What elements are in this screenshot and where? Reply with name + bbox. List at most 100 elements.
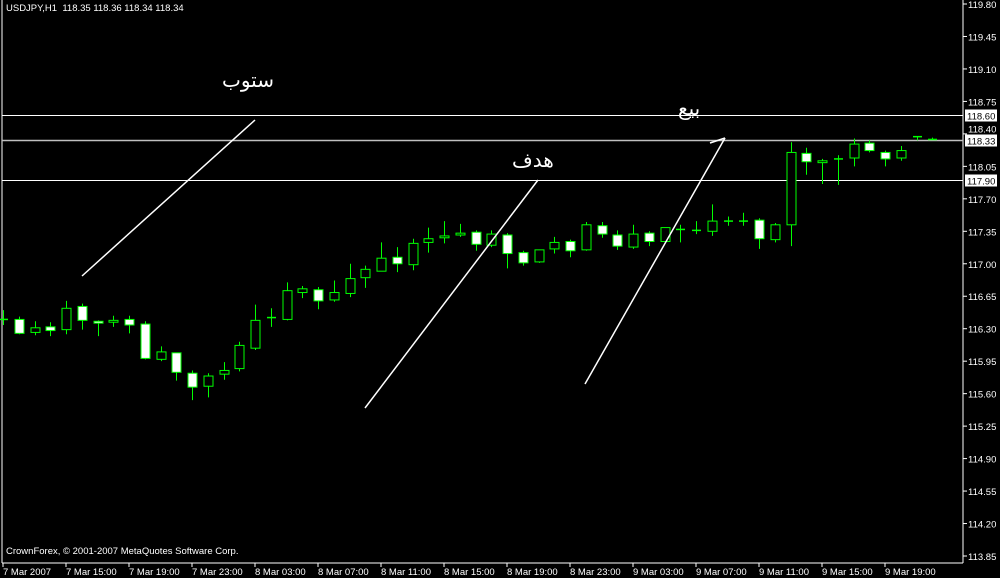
candle-bear — [124, 318, 135, 326]
candle-bear — [392, 256, 403, 265]
price-label: 118.60 — [967, 112, 995, 123]
candle-bull — [549, 241, 560, 250]
y-tick-label: 119.10 — [968, 65, 996, 76]
x-tick-label: 8 Mar 15:00 — [444, 567, 495, 578]
candle-bull — [250, 319, 261, 349]
y-tick-label: 119.80 — [968, 0, 996, 11]
candle-bull — [408, 242, 419, 266]
candle-bull — [108, 319, 119, 323]
symbol-timeframe: USDJPY,H1 — [6, 3, 58, 14]
candle-bear — [187, 372, 198, 388]
x-tick-label: 7 Mar 19:00 — [129, 567, 180, 578]
trend-line — [709, 137, 726, 144]
candle-bear — [597, 225, 608, 235]
x-tick-label: 9 Mar 07:00 — [696, 567, 747, 578]
x-tick-label: 9 Mar 11:00 — [759, 567, 809, 578]
candle-bull — [234, 344, 245, 370]
candle-bull — [61, 307, 72, 331]
candle-bear — [171, 352, 182, 373]
annotation-target: هدف — [512, 148, 554, 172]
y-tick-label: 117.35 — [968, 227, 996, 238]
candle-bear — [313, 289, 324, 302]
price-label-box — [965, 109, 997, 122]
annotation-stop: ستوب — [222, 68, 274, 92]
price-label: 117.90 — [967, 177, 995, 188]
y-tick-label: 118.75 — [968, 97, 996, 108]
candle-bear — [77, 305, 88, 321]
candle-bull — [660, 227, 671, 242]
candle-bull — [360, 268, 371, 279]
x-tick-label: 9 Mar 15:00 — [822, 567, 873, 578]
candle-bear — [644, 232, 655, 242]
candle-bull — [849, 143, 860, 159]
candle-bull — [203, 375, 214, 387]
candle-bear — [565, 240, 576, 252]
candle-bear — [93, 320, 104, 324]
candle-bull — [817, 160, 828, 164]
candle-bull — [439, 235, 450, 239]
candle-bear — [45, 326, 56, 332]
ohlc-readout: 118.35 118.36 118.34 118.34 — [62, 3, 184, 14]
candle-bear — [612, 234, 623, 247]
copyright-text: CrownForex, © 2001-2007 MetaQuotes Softw… — [6, 546, 239, 557]
y-tick-label: 118.05 — [968, 162, 996, 173]
candle-bear — [801, 152, 812, 163]
candle-bull — [329, 292, 340, 301]
trend-line — [584, 137, 726, 385]
candle-bear — [140, 323, 151, 359]
y-tick-label: 116.65 — [968, 292, 996, 303]
candle-bull — [486, 233, 497, 246]
y-tick-label: 114.55 — [968, 487, 996, 498]
candle-bear — [754, 219, 765, 240]
trend-line — [81, 119, 256, 277]
candle-bull — [581, 224, 592, 251]
y-tick-label: 115.95 — [968, 357, 996, 368]
candle-bull — [376, 257, 387, 272]
candle-bull — [770, 224, 781, 241]
chart-title: USDJPY,H1 118.35 118.36 118.34 118.34 — [6, 3, 184, 14]
x-tick-label: 8 Mar 03:00 — [255, 567, 306, 578]
x-tick-label: 7 Mar 15:00 — [66, 567, 117, 578]
candle-bull — [896, 150, 907, 159]
candle-bear — [518, 252, 529, 264]
price-label: 118.33 — [967, 137, 995, 148]
y-tick-label: 113.85 — [968, 552, 996, 563]
candle-bear — [880, 151, 891, 160]
y-tick-label: 117.70 — [968, 195, 996, 206]
y-tick-label: 115.25 — [968, 422, 996, 433]
trend-line — [364, 179, 539, 409]
x-tick-label: 9 Mar 19:00 — [885, 567, 936, 578]
y-tick-label: 114.20 — [968, 520, 996, 531]
candle-bull — [628, 233, 639, 248]
candle-bull — [30, 327, 41, 333]
candle-bear — [864, 142, 875, 152]
candle-bull — [534, 249, 545, 263]
y-tick-label: 114.90 — [968, 455, 996, 466]
candle-bull — [297, 288, 308, 294]
candle-bull — [156, 351, 167, 360]
y-tick-label: 118.40 — [968, 125, 996, 136]
candle-bull — [786, 151, 797, 226]
x-tick-label: 7 Mar 2007 — [3, 567, 51, 578]
price-label-box — [965, 174, 997, 187]
y-tick-label: 116.30 — [968, 325, 996, 336]
candle-bull — [345, 278, 356, 294]
x-tick-label: 9 Mar 03:00 — [633, 567, 684, 578]
price-label-box — [965, 134, 997, 147]
candle-bull — [219, 369, 230, 375]
candle-bear — [502, 234, 513, 255]
annotation-sell: بيع — [678, 96, 701, 120]
x-tick-label: 8 Mar 23:00 — [570, 567, 621, 578]
candle-bull — [282, 290, 293, 320]
y-tick-label: 119.45 — [968, 32, 996, 43]
y-tick-label: 115.60 — [968, 390, 996, 401]
y-tick-label: 117.00 — [968, 260, 996, 271]
x-tick-label: 7 Mar 23:00 — [192, 567, 243, 578]
candle-bear — [14, 318, 25, 334]
x-tick-label: 8 Mar 11:00 — [381, 567, 431, 578]
x-tick-label: 8 Mar 19:00 — [507, 567, 558, 578]
candle-bull — [423, 238, 434, 243]
candle-bull — [707, 220, 718, 232]
x-tick-label: 8 Mar 07:00 — [318, 567, 369, 578]
